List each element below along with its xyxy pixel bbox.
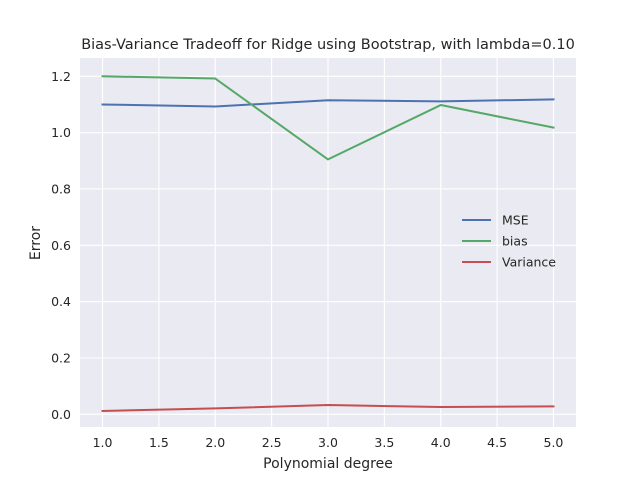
x-axis-label: Polynomial degree <box>263 456 393 472</box>
y-tick-label: 0.4 <box>51 294 71 309</box>
x-tick-label: 4.0 <box>431 435 451 450</box>
x-axis-ticks: 1.0 1.5 2.0 2.5 3.0 3.5 4.0 4.5 5.0 <box>93 435 564 450</box>
x-tick-label: 1.0 <box>93 435 113 450</box>
x-tick-label: 3.0 <box>318 435 338 450</box>
x-tick-label: 2.0 <box>205 435 225 450</box>
x-tick-label: 1.5 <box>149 435 169 450</box>
chart-title: Bias-Variance Tradeoff for Ridge using B… <box>81 37 575 53</box>
x-tick-label: 2.5 <box>262 435 282 450</box>
y-tick-label: 0.0 <box>51 407 71 422</box>
y-axis-label: Error <box>28 226 44 260</box>
y-tick-label: 0.8 <box>51 181 71 196</box>
legend-label: bias <box>502 234 528 249</box>
series-line-variance <box>101 404 555 412</box>
y-tick-label: 1.0 <box>51 125 71 140</box>
legend: MSE bias Variance <box>462 213 556 270</box>
x-tick-label: 5.0 <box>544 435 564 450</box>
x-tick-label: 4.5 <box>487 435 507 450</box>
y-tick-label: 0.6 <box>51 238 71 253</box>
series-line-mse <box>101 98 555 108</box>
y-axis-ticks: 0.0 0.2 0.4 0.6 0.8 1.0 1.2 <box>51 69 71 422</box>
legend-label: Variance <box>502 255 556 270</box>
y-tick-label: 0.2 <box>51 350 71 365</box>
series-line-bias <box>101 75 555 161</box>
legend-label: MSE <box>502 213 529 228</box>
series-layer <box>101 75 555 412</box>
y-tick-label: 1.2 <box>51 69 71 84</box>
x-tick-label: 3.5 <box>374 435 394 450</box>
grid <box>80 58 576 427</box>
